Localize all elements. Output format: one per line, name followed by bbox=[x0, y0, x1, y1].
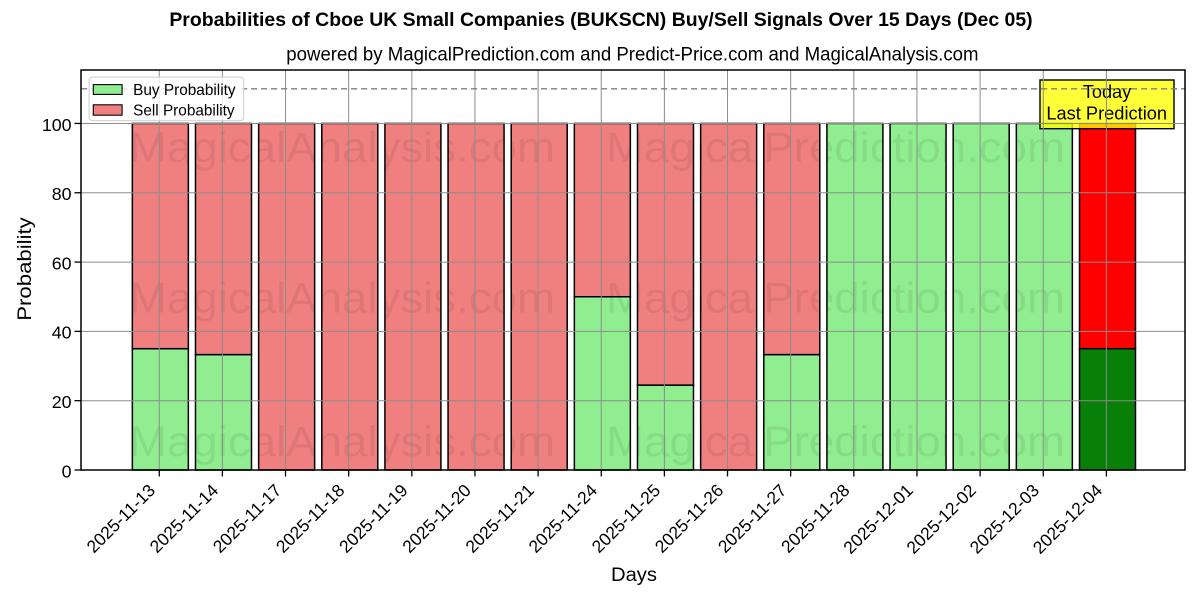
svg-text:powered by MagicalPrediction.c: powered by MagicalPrediction.com and Pre… bbox=[286, 45, 978, 66]
svg-text:0: 0 bbox=[62, 461, 72, 481]
svg-text:60: 60 bbox=[52, 253, 72, 273]
svg-text:Today: Today bbox=[1083, 82, 1132, 102]
svg-text:MagicalAnalysis.com: MagicalAnalysis.com bbox=[129, 419, 555, 466]
svg-text:Days: Days bbox=[611, 565, 657, 586]
svg-text:MagicalAnalysis.com: MagicalAnalysis.com bbox=[129, 276, 555, 323]
svg-text:80: 80 bbox=[52, 184, 72, 204]
svg-text:MagicalPrediction.com: MagicalPrediction.com bbox=[606, 419, 1065, 466]
svg-text:Probability: Probability bbox=[15, 217, 36, 321]
svg-text:Sell Probability: Sell Probability bbox=[133, 103, 235, 120]
svg-text:100: 100 bbox=[42, 115, 72, 135]
svg-text:MagicalPrediction.com: MagicalPrediction.com bbox=[606, 276, 1065, 323]
svg-text:40: 40 bbox=[52, 323, 72, 343]
svg-text:MagicalAnalysis.com: MagicalAnalysis.com bbox=[129, 125, 555, 172]
svg-text:Probabilities of Cboe UK Small: Probabilities of Cboe UK Small Companies… bbox=[169, 10, 1032, 31]
svg-text:MagicalPrediction.com: MagicalPrediction.com bbox=[606, 125, 1065, 172]
svg-text:Buy Probability: Buy Probability bbox=[133, 82, 236, 99]
svg-text:20: 20 bbox=[52, 392, 72, 412]
